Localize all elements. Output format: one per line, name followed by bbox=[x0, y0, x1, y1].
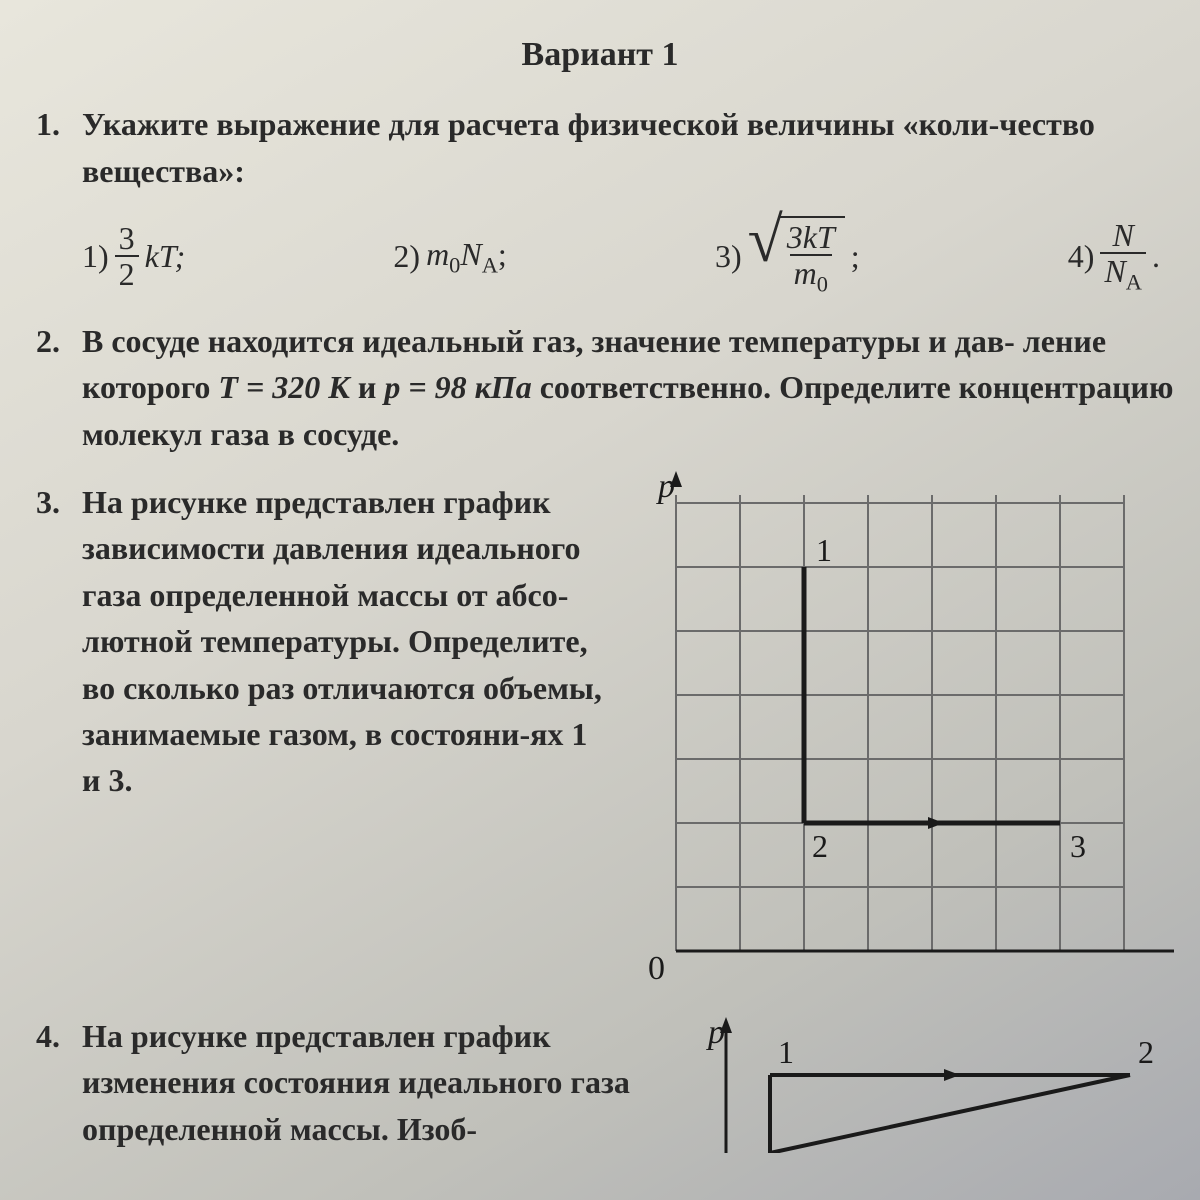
kT-text: kT; bbox=[145, 233, 186, 279]
fraction-numerator: 3kT bbox=[783, 221, 839, 254]
page-title: Вариант 1 bbox=[0, 30, 1200, 79]
problem-4: 4. На рисунке представлен график изменен… bbox=[36, 1013, 1200, 1165]
problem-body: Укажите выражение для расчета физической… bbox=[82, 101, 1200, 296]
fraction-denominator: 2 bbox=[115, 255, 139, 290]
problem-1: 1. Укажите выражение для расчета физичес… bbox=[36, 101, 1200, 296]
grid-chart: p bbox=[614, 471, 1174, 991]
point-3-label: 3 bbox=[1070, 828, 1086, 864]
p4-chart: p 1 2 bbox=[660, 1013, 1180, 1153]
problem-1-options: 1) 3 2 kT; 2) m0NA; 3) bbox=[82, 216, 1200, 296]
semi: ; bbox=[851, 233, 860, 279]
N: N bbox=[460, 236, 481, 272]
sub-A: A bbox=[482, 252, 498, 277]
problem-number: 2. bbox=[36, 318, 82, 457]
p2-a: В сосуде находится идеальный газ, значен… bbox=[82, 323, 1015, 359]
option-2-expr: m0NA; bbox=[426, 231, 507, 282]
radical-sign: √ bbox=[748, 216, 783, 296]
dot: . bbox=[1152, 233, 1160, 279]
fraction-denominator: NA bbox=[1100, 252, 1146, 294]
worksheet-page: Вариант 1 1. Укажите выражение для расче… bbox=[0, 0, 1200, 1200]
origin-label: 0 bbox=[648, 950, 665, 987]
problem-2: 2. В сосуде находится идеальный газ, зна… bbox=[36, 318, 1200, 457]
fraction-3-2: 3 2 bbox=[115, 222, 139, 290]
T-value: T = 320 К bbox=[218, 369, 349, 405]
axis-p-label: p bbox=[656, 471, 675, 505]
problem-4-body: На рисунке представлен график изменения … bbox=[82, 1013, 1200, 1165]
grid-lines bbox=[676, 495, 1124, 951]
problem-2-text: В сосуде находится идеальный газ, значен… bbox=[82, 318, 1200, 457]
option-number: 1) bbox=[82, 233, 109, 279]
problem-number: 3. bbox=[36, 479, 82, 991]
problem-4-figure: p 1 2 bbox=[660, 1013, 1180, 1165]
problem-3-figure: p bbox=[614, 471, 1174, 991]
arrowhead-icon bbox=[944, 1069, 960, 1081]
option-number: 3) bbox=[715, 233, 742, 279]
option-number: 4) bbox=[1068, 233, 1095, 279]
problem-1-prompt: Укажите выражение для расчета физической… bbox=[82, 101, 1200, 194]
problem-3: 3. На рисунке представлен график зависим… bbox=[36, 479, 1200, 991]
segment-2-down bbox=[770, 1075, 1130, 1153]
problem-list: 1. Укажите выражение для расчета физичес… bbox=[36, 101, 1200, 1165]
square-root: √ 3kT m0 bbox=[748, 216, 845, 296]
radicand: 3kT m0 bbox=[779, 216, 845, 296]
sub-0: 0 bbox=[449, 252, 460, 277]
point-1-label: 1 bbox=[816, 532, 832, 568]
fraction-numerator: 3 bbox=[115, 222, 139, 255]
fraction-numerator: N bbox=[1109, 219, 1138, 252]
problem-number: 1. bbox=[36, 101, 82, 296]
problem-number: 4. bbox=[36, 1013, 82, 1165]
and: и bbox=[350, 369, 384, 405]
option-3: 3) √ 3kT m0 ; bbox=[715, 216, 860, 296]
problem-4-text: На рисунке представлен график изменения … bbox=[82, 1013, 642, 1152]
option-2: 2) m0NA; bbox=[393, 231, 506, 282]
point-1-label: 1 bbox=[778, 1034, 794, 1070]
point-2-label: 2 bbox=[812, 828, 828, 864]
fraction-N-NA: N NA bbox=[1100, 219, 1146, 294]
semi: ; bbox=[498, 236, 507, 272]
option-4: 4) N NA . bbox=[1068, 219, 1160, 294]
point-2-label: 2 bbox=[1138, 1034, 1154, 1070]
arrowhead-icon bbox=[928, 817, 944, 829]
m: m bbox=[794, 255, 817, 291]
option-number: 2) bbox=[393, 233, 420, 279]
problem-3-text: На рисунке представлен график зависимост… bbox=[82, 479, 602, 804]
problem-3-body: На рисунке представлен график зависимост… bbox=[82, 479, 1200, 991]
N: N bbox=[1104, 253, 1125, 289]
sub-A: A bbox=[1126, 269, 1142, 294]
sub-0: 0 bbox=[817, 271, 828, 296]
p-value: p = 98 кПа bbox=[384, 369, 531, 405]
fraction-denominator: m0 bbox=[790, 254, 832, 296]
m: m bbox=[426, 236, 449, 272]
option-1: 1) 3 2 kT; bbox=[82, 222, 185, 290]
